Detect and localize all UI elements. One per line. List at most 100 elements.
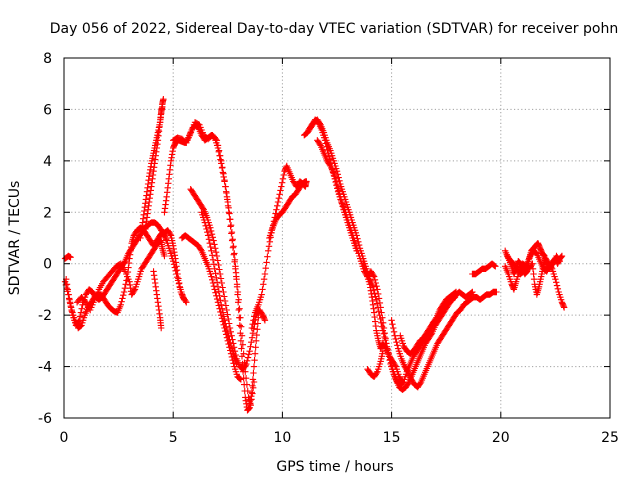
x-tick-label: 20 bbox=[492, 430, 510, 446]
data-point bbox=[214, 142, 222, 149]
data-point bbox=[225, 315, 232, 323]
data-point bbox=[215, 261, 222, 269]
data-point bbox=[225, 209, 233, 216]
y-tick-label: 0 bbox=[43, 257, 52, 273]
data-point bbox=[560, 304, 568, 311]
data-point bbox=[67, 300, 74, 307]
data-point bbox=[212, 289, 219, 296]
data-point bbox=[277, 187, 284, 194]
data-point bbox=[301, 178, 308, 186]
data-point bbox=[212, 270, 219, 277]
data-point bbox=[493, 288, 500, 296]
data-point bbox=[492, 263, 499, 270]
series-arc-6 bbox=[137, 103, 166, 242]
data-point bbox=[160, 95, 167, 103]
data-point bbox=[211, 286, 218, 293]
data-point bbox=[213, 279, 221, 286]
data-point bbox=[208, 273, 215, 280]
data-point bbox=[244, 354, 252, 361]
data-point bbox=[373, 296, 380, 303]
data-point bbox=[232, 265, 239, 273]
data-point bbox=[76, 317, 83, 324]
data-point bbox=[209, 256, 217, 264]
data-point bbox=[353, 247, 360, 255]
data-point bbox=[217, 275, 225, 282]
data-point bbox=[238, 345, 245, 352]
series-arc-4 bbox=[73, 237, 168, 314]
data-point bbox=[337, 193, 344, 201]
data-point bbox=[242, 362, 249, 369]
data-point bbox=[237, 376, 245, 383]
data-point bbox=[229, 244, 237, 251]
data-point bbox=[491, 262, 498, 269]
data-point bbox=[249, 384, 257, 391]
data-point bbox=[210, 261, 218, 268]
data-point bbox=[119, 295, 126, 302]
series-arc-17 bbox=[314, 137, 360, 255]
data-point bbox=[250, 317, 257, 324]
data-point bbox=[233, 281, 241, 288]
data-point bbox=[215, 147, 223, 154]
data-point bbox=[379, 347, 387, 355]
data-point bbox=[247, 343, 254, 350]
data-point bbox=[554, 285, 562, 292]
data-point bbox=[553, 282, 561, 289]
data-point bbox=[204, 232, 212, 239]
data-point bbox=[376, 299, 384, 307]
y-tick-label: 4 bbox=[43, 154, 52, 170]
data-point bbox=[276, 191, 283, 198]
data-point bbox=[228, 332, 235, 339]
data-point bbox=[120, 292, 127, 299]
data-point bbox=[118, 298, 125, 305]
data-point bbox=[250, 378, 258, 386]
x-tick-label: 15 bbox=[383, 430, 401, 446]
data-point bbox=[213, 137, 221, 144]
data-point bbox=[392, 335, 399, 343]
data-point bbox=[252, 344, 259, 351]
data-point bbox=[219, 309, 227, 316]
data-point bbox=[207, 224, 214, 231]
data-point bbox=[81, 297, 88, 305]
data-point bbox=[239, 341, 247, 348]
data-point bbox=[553, 279, 560, 286]
data-point bbox=[209, 276, 216, 283]
data-point bbox=[236, 375, 244, 382]
data-point bbox=[231, 258, 238, 265]
data-point bbox=[279, 175, 287, 183]
data-point bbox=[371, 276, 379, 283]
data-point bbox=[66, 296, 73, 303]
data-point bbox=[159, 103, 166, 111]
data-point bbox=[237, 323, 245, 330]
data-point bbox=[236, 305, 243, 312]
data-layer bbox=[61, 95, 568, 414]
data-point bbox=[130, 287, 138, 294]
data-point bbox=[209, 234, 216, 241]
data-point bbox=[212, 245, 219, 252]
data-point bbox=[555, 256, 563, 264]
data-point bbox=[195, 121, 202, 128]
data-point bbox=[249, 320, 256, 328]
data-point bbox=[253, 331, 260, 339]
data-point bbox=[203, 225, 210, 233]
data-point bbox=[236, 322, 244, 329]
data-point bbox=[78, 305, 85, 312]
data-point bbox=[369, 283, 377, 291]
data-point bbox=[278, 179, 286, 186]
x-tick-label: 25 bbox=[601, 430, 619, 446]
data-point bbox=[248, 324, 256, 332]
data-point bbox=[391, 362, 399, 369]
data-point bbox=[339, 203, 346, 210]
data-point bbox=[224, 311, 231, 318]
data-point bbox=[211, 265, 218, 273]
data-point bbox=[391, 332, 399, 339]
data-point bbox=[223, 326, 231, 334]
data-point bbox=[258, 291, 265, 298]
data-point bbox=[63, 281, 71, 288]
x-tick-label: 10 bbox=[273, 430, 291, 446]
y-tick-label: -2 bbox=[38, 308, 52, 324]
y-tick-label: 6 bbox=[43, 102, 52, 118]
data-point bbox=[210, 237, 217, 244]
data-point bbox=[262, 265, 269, 272]
data-point bbox=[243, 357, 251, 364]
